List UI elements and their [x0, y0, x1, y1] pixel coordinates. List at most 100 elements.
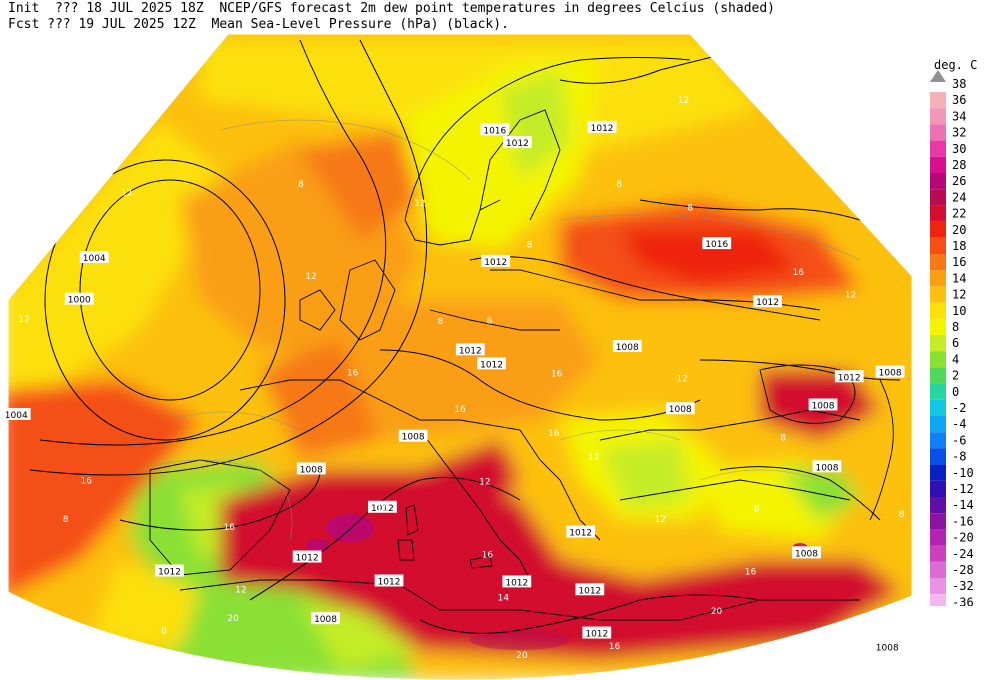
legend-label: -24	[952, 547, 974, 561]
legend-label: 32	[952, 126, 966, 140]
legend-swatch	[930, 286, 946, 303]
legend-label: -20	[952, 531, 974, 545]
init-line: Init ??? 18 JUL 2025 18Z NCEP/GFS foreca…	[8, 1, 776, 16]
dewpoint-label: 12	[588, 453, 599, 463]
dewpoint-label: 16	[482, 550, 494, 560]
dewpoint-label: 8	[754, 505, 760, 515]
dewpoint-label: 12	[121, 188, 132, 198]
legend-label: 16	[952, 255, 966, 269]
pressure-label: 1008	[669, 405, 692, 415]
legend-label: -6	[952, 433, 966, 447]
legend-swatch	[930, 399, 946, 416]
legend-label: 22	[952, 207, 966, 221]
pressure-label-box	[311, 612, 340, 625]
legend-label: 12	[952, 288, 966, 302]
dewpoint-label: 16	[793, 268, 805, 278]
pressure-label: 1004	[83, 254, 106, 264]
legend-label: 8	[952, 320, 959, 334]
pressure-label-box	[612, 339, 642, 352]
legend-swatch	[930, 237, 946, 254]
pressure-label-box	[575, 583, 605, 596]
legend-swatch	[930, 221, 946, 238]
pressure-label: 1008	[616, 343, 639, 353]
legend-swatch	[930, 318, 946, 335]
pressure-label: 1008	[795, 549, 818, 559]
dewpoint-label: 16	[609, 642, 621, 652]
pressure-label-box	[481, 254, 511, 267]
pressure-label-box	[155, 564, 184, 577]
legend-swatch	[930, 302, 946, 319]
dewpoint-label: 8	[161, 627, 167, 637]
legend-label: 36	[952, 93, 966, 107]
legend-label: -2	[952, 401, 966, 415]
legend-swatch	[930, 124, 946, 141]
legend-label: 0	[952, 385, 959, 399]
dewpoint-label: 16	[745, 568, 757, 578]
dewpoint-label: 20	[711, 607, 723, 617]
pressure-label: 1012	[578, 586, 601, 596]
legend-label: 34	[952, 109, 966, 123]
dewpoint-label: 8	[780, 434, 786, 444]
fcst-line: Fcst ??? 19 JUL 2025 12Z Mean Sea-Level …	[8, 17, 509, 32]
pressure-label: 1008	[402, 433, 425, 443]
color-legend: deg. C 38 36 34 32 30 28 26 24 22 20 18 16 14 12 10 8 6 4…	[922, 56, 1000, 606]
legend-swatch	[930, 173, 946, 190]
dewpoint-label: 12	[479, 477, 490, 487]
dewpoint-label: 8	[616, 180, 622, 190]
dewpoint-label: 20	[227, 614, 239, 624]
pressure-label-box	[1, 408, 31, 421]
pressure-label-box	[587, 120, 617, 133]
dewpoint-label: 16	[551, 370, 563, 380]
legend-label: -4	[952, 417, 966, 431]
pressure-label: 1012	[569, 529, 592, 539]
legend-swatch	[930, 254, 946, 271]
dewpoint-label: 12	[676, 374, 687, 384]
legend-swatch	[930, 497, 946, 514]
pressure-label: 1008	[300, 465, 323, 475]
pressure-labels: 1016101210121012101610121004100010041012…	[1, 120, 905, 654]
legend-swatch	[930, 335, 946, 352]
dewpoint-label: 8	[899, 510, 905, 520]
pressure-label-box	[398, 429, 428, 442]
legend-swatch	[930, 270, 946, 287]
dewpoint-label: 16	[548, 429, 560, 439]
dewpoint-label: 8	[487, 317, 493, 327]
pressure-label: 1012	[484, 258, 507, 268]
pressure-label: 1012	[756, 298, 779, 308]
pressure-label: 1012	[459, 346, 482, 356]
pressure-label: 1012	[480, 360, 503, 370]
coastlines	[149, 57, 894, 621]
pressure-label: 1008	[812, 402, 835, 412]
pressure-label: 1008	[816, 463, 839, 473]
legend-swatch	[930, 513, 946, 530]
legend-swatch	[930, 92, 946, 109]
legend-label: 20	[952, 223, 966, 237]
pressure-label-box	[566, 525, 596, 538]
dewpoint-label: 8	[437, 317, 443, 327]
legend-label: 4	[952, 352, 959, 366]
dewpoint-label: 8	[298, 180, 304, 190]
legend-swatch	[930, 432, 946, 449]
legend-swatch	[930, 156, 946, 173]
legend-label: 6	[952, 336, 959, 350]
legend-swatch	[930, 189, 946, 206]
pressure-label-box	[292, 550, 322, 563]
pressure-label: 1012	[591, 124, 614, 134]
pressure-label-box	[368, 500, 397, 513]
pressure-label: 1016	[705, 240, 728, 250]
pressure-label: 1004	[5, 411, 28, 421]
pressure-label: 1008	[879, 369, 902, 379]
pressure-label-box	[480, 123, 510, 136]
pressure-label-box	[374, 574, 404, 587]
legend-label: 30	[952, 142, 966, 156]
map-header: Init ??? 18 JUL 2025 18Z NCEP/GFS foreca…	[0, 0, 1000, 34]
legend-label: -28	[952, 563, 974, 577]
legend-label: -10	[952, 466, 974, 480]
pressure-label-box	[477, 357, 506, 370]
legend-overflow-triangle-icon	[930, 70, 946, 82]
legend-swatch	[930, 480, 946, 497]
pressure-label-box	[753, 295, 782, 308]
